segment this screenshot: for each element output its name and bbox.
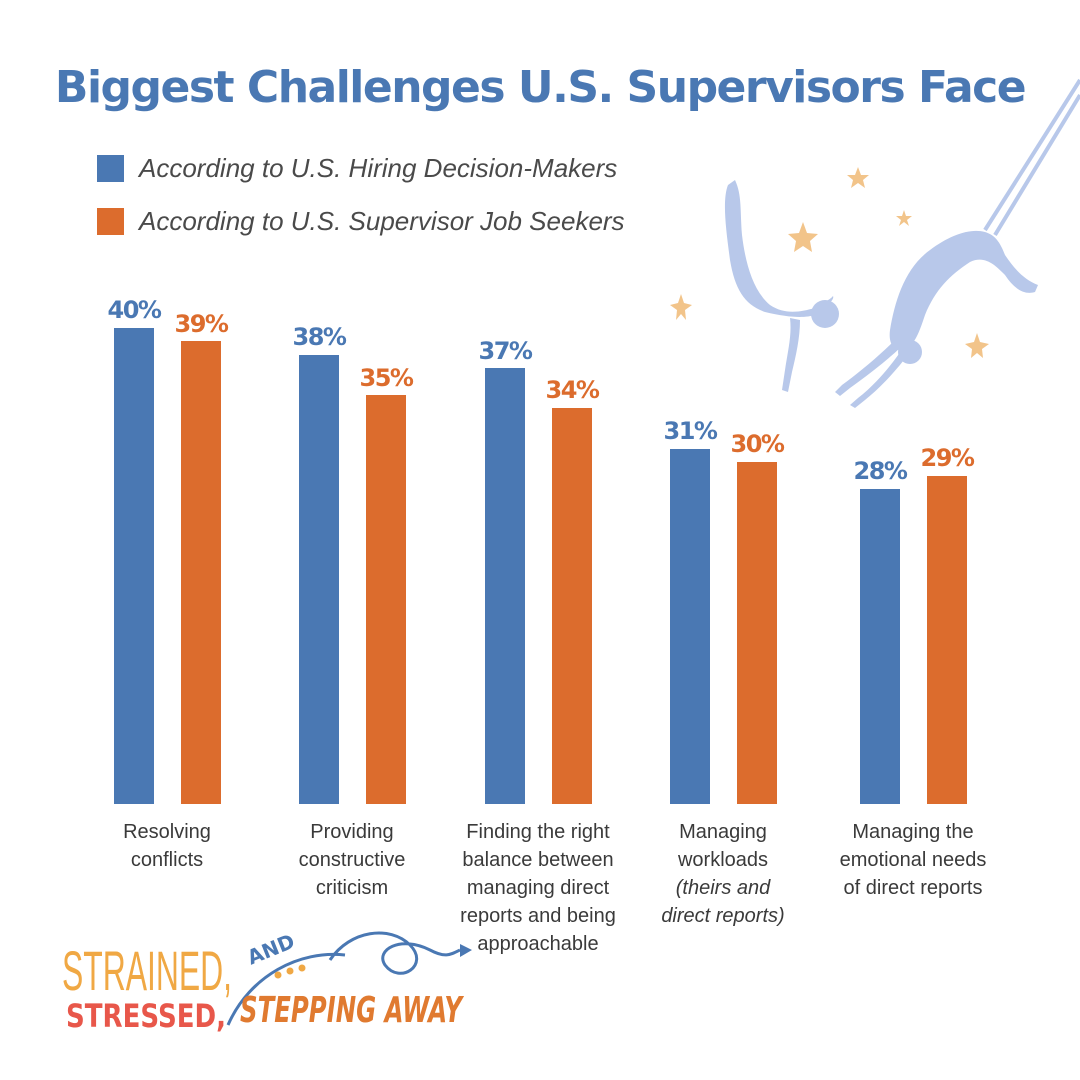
legend-swatch-blue xyxy=(97,154,124,182)
bar-hiring-decision-makers xyxy=(299,355,339,804)
legend-item-hiring-decision-makers: According to U.S. Hiring Decision-Makers xyxy=(97,153,617,183)
category-label-managing-workloads: Managing workloads (theirs and direct re… xyxy=(623,818,823,930)
legend-item-supervisor-job-seekers: According to U.S. Supervisor Job Seekers xyxy=(97,206,625,236)
category-line: workloads xyxy=(677,849,769,871)
chart-title: Biggest Challenges U.S. Supervisors Face xyxy=(54,62,1027,113)
value-label: 35% xyxy=(359,364,414,392)
value-label: 29% xyxy=(920,444,975,472)
svg-text:STRESSED,: STRESSED, xyxy=(66,997,226,1035)
bar-hiring-decision-makers xyxy=(670,449,710,804)
bar-supervisor-job-seekers xyxy=(552,408,592,804)
category-line: criticism xyxy=(315,877,389,899)
category-line: approachable xyxy=(477,933,599,955)
legend-swatch-orange xyxy=(97,207,124,235)
category-label-managing-emotional-needs: Managing the emotional needs of direct r… xyxy=(813,818,1013,902)
category-line-italic: (theirs and xyxy=(675,877,771,899)
bar-hiring-decision-makers xyxy=(860,489,900,804)
category-line: Finding the right xyxy=(466,821,610,843)
category-line: conflicts xyxy=(130,849,204,871)
category-label-resolving-conflicts: Resolving conflicts xyxy=(67,818,267,874)
category-line: constructive xyxy=(298,849,406,871)
value-label: 40% xyxy=(107,296,162,324)
value-label: 38% xyxy=(292,323,347,351)
category-line: reports and being xyxy=(460,905,616,927)
trapeze-artists-illustration xyxy=(670,78,1080,408)
bar-hiring-decision-makers xyxy=(485,368,525,804)
category-line: managing direct xyxy=(466,877,610,899)
category-label-finding-right-balance: Finding the right balance between managi… xyxy=(438,818,638,958)
category-label-providing-constructive-criticism: Providing constructive criticism xyxy=(252,818,452,902)
value-label: 39% xyxy=(174,310,229,338)
star-icons xyxy=(670,167,989,358)
category-line: Resolving xyxy=(123,821,211,843)
svg-text:STRAINED,: STRAINED, xyxy=(62,939,232,1002)
category-line: emotional needs xyxy=(839,849,987,871)
bar-supervisor-job-seekers xyxy=(181,341,221,804)
category-line: Managing xyxy=(679,821,767,843)
value-label: 37% xyxy=(478,337,533,365)
value-label: 28% xyxy=(853,457,908,485)
value-label: 30% xyxy=(730,430,785,458)
bar-supervisor-job-seekers xyxy=(927,476,967,804)
category-line: balance between xyxy=(462,849,614,871)
legend-label: According to U.S. Supervisor Job Seekers xyxy=(139,205,625,236)
bar-supervisor-job-seekers xyxy=(737,462,777,804)
value-label: 31% xyxy=(663,417,718,445)
strained-stressed-stepping-away-logo: STRAINED, STRESSED, AND STEPPING AWAY xyxy=(62,929,472,1035)
category-line-italic: direct reports) xyxy=(661,905,785,927)
bar-hiring-decision-makers xyxy=(114,328,154,804)
category-line: Providing xyxy=(310,821,394,843)
value-label: 34% xyxy=(545,376,600,404)
category-line: of direct reports xyxy=(843,877,983,899)
bar-supervisor-job-seekers xyxy=(366,395,406,804)
svg-text:STEPPING AWAY: STEPPING AWAY xyxy=(240,990,465,1031)
category-line: Managing the xyxy=(852,821,974,843)
legend-label: According to U.S. Hiring Decision-Makers xyxy=(139,152,618,183)
